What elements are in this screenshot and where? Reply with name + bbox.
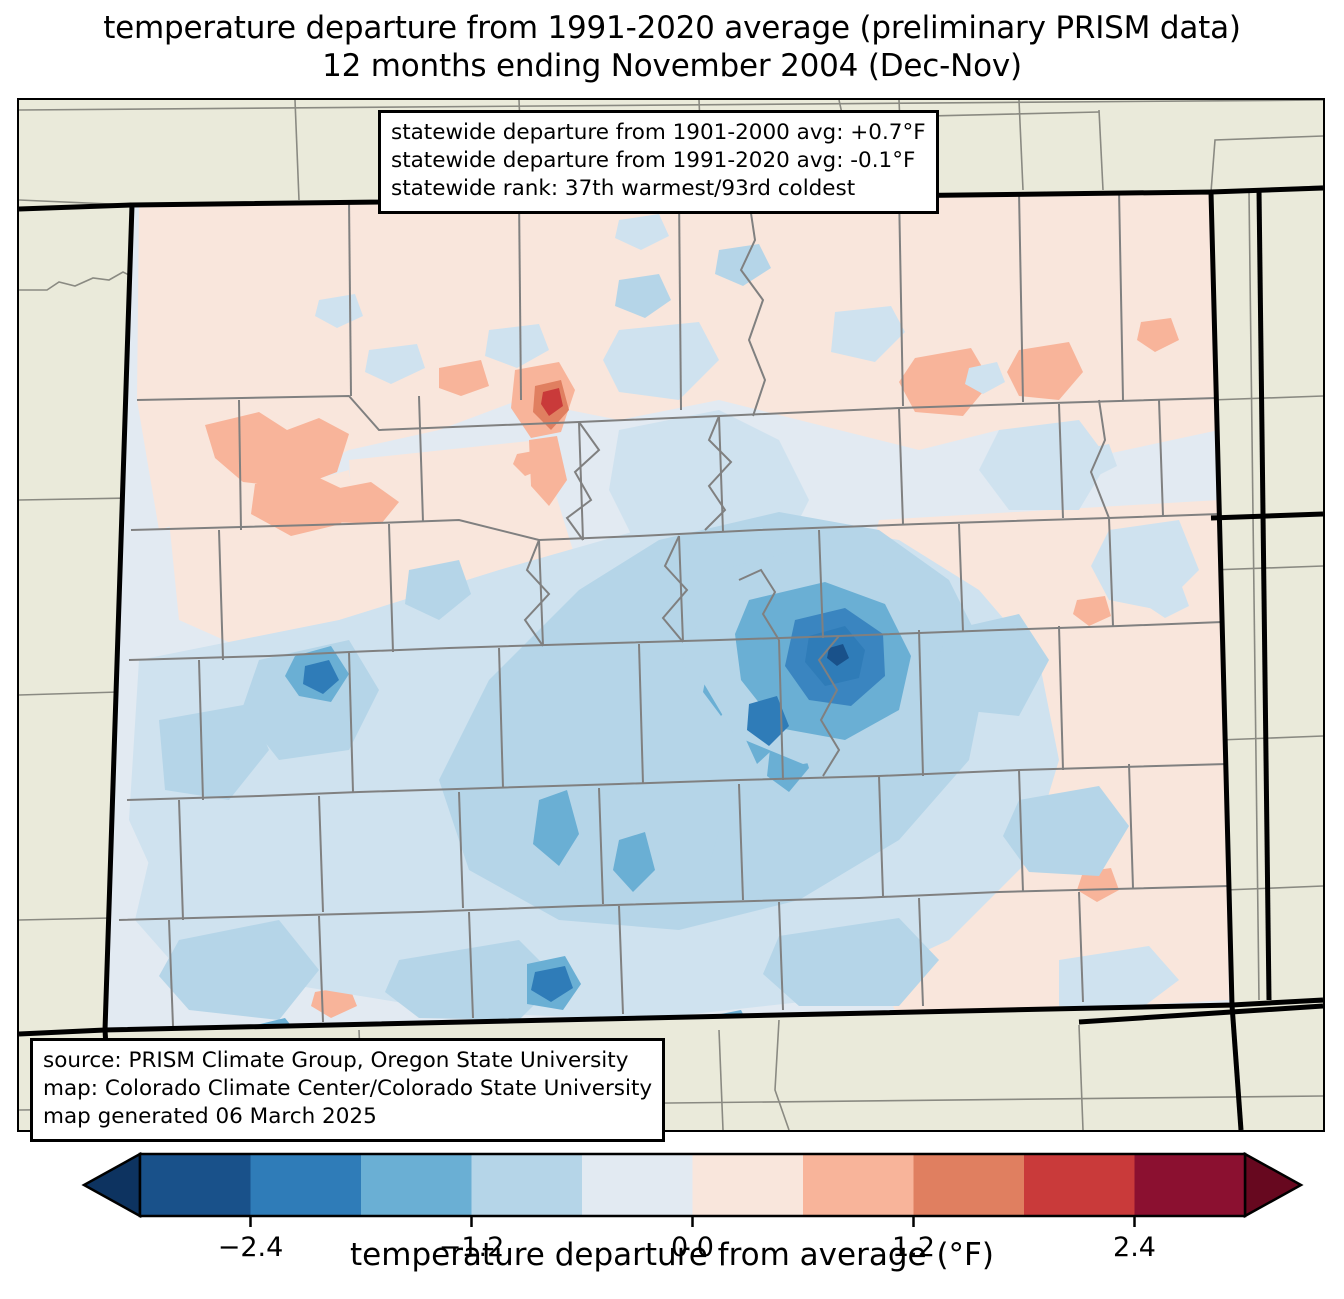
colorbar-band <box>361 1154 473 1216</box>
title-line-1: temperature departure from 1991-2020 ave… <box>103 10 1241 46</box>
neighbor-state-borders <box>19 185 1323 1130</box>
source-attribution-box: source: PRISM Climate Group, Oregon Stat… <box>30 1038 666 1142</box>
map-panel <box>17 98 1325 1132</box>
colorbar-tick-label: −2.4 <box>217 1232 284 1263</box>
colorbar-band <box>1024 1154 1136 1216</box>
colorbar-band <box>471 1154 583 1216</box>
colorbar <box>81 1151 1304 1227</box>
colorbar-band <box>140 1154 252 1216</box>
colorbar-band <box>692 1154 804 1216</box>
title-line-2: 12 months ending November 2004 (Dec-Nov) <box>322 47 1022 84</box>
source-line-2: map: Colorado Climate Center/Colorado St… <box>43 1075 653 1101</box>
stats-line-3: statewide rank: 37th warmest/93rd coldes… <box>391 175 856 201</box>
stats-line-1: statewide departure from 1901-2000 avg: … <box>391 120 926 145</box>
statewide-stats-box: statewide departure from 1901-2000 avg: … <box>378 110 939 214</box>
colorbar-tick-label: 1.2 <box>892 1232 935 1263</box>
colorbar-band <box>582 1154 694 1216</box>
colorbar-tick-label: −1.2 <box>438 1232 505 1263</box>
source-line-3: map generated 06 March 2025 <box>43 1103 377 1129</box>
colorbar-tick-labels: −2.4 −1.2 0.0 1.2 2.4 <box>0 1146 1344 1263</box>
colorado-temperature-anomaly-map <box>19 100 1323 1130</box>
colorbar-axis-label: temperature departure from average (°F) <box>350 1237 994 1273</box>
colorbar-band <box>1134 1154 1246 1216</box>
stats-line-2: statewide departure from 1991-2020 avg: … <box>391 147 916 173</box>
colorbar-band <box>913 1154 1025 1216</box>
page-title: temperature departure from 1991-2020 ave… <box>0 10 1344 86</box>
source-line-1: source: PRISM Climate Group, Oregon Stat… <box>43 1048 629 1073</box>
colorbar-band <box>803 1154 915 1216</box>
colorbar-ticks <box>249 1216 1136 1227</box>
colorbar-band <box>250 1154 362 1216</box>
colorbar-tick-label: 0.0 <box>671 1232 714 1263</box>
colorbar-tick-label: 2.4 <box>1113 1232 1156 1263</box>
colorado-county-lines <box>118 192 1230 1027</box>
colorbar-panel: −2.4 −1.2 0.0 1.2 2.4 <box>0 1146 1344 1299</box>
